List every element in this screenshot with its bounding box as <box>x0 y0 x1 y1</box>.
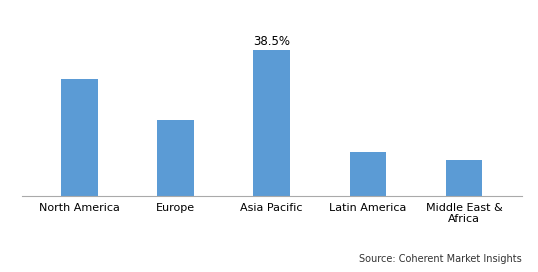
Bar <box>446 160 483 196</box>
Bar <box>157 120 194 196</box>
Bar <box>253 50 290 196</box>
Text: Source: Coherent Market Insights: Source: Coherent Market Insights <box>359 254 522 264</box>
Bar <box>61 79 97 196</box>
Bar <box>350 152 386 196</box>
Text: 38.5%: 38.5% <box>253 35 290 48</box>
